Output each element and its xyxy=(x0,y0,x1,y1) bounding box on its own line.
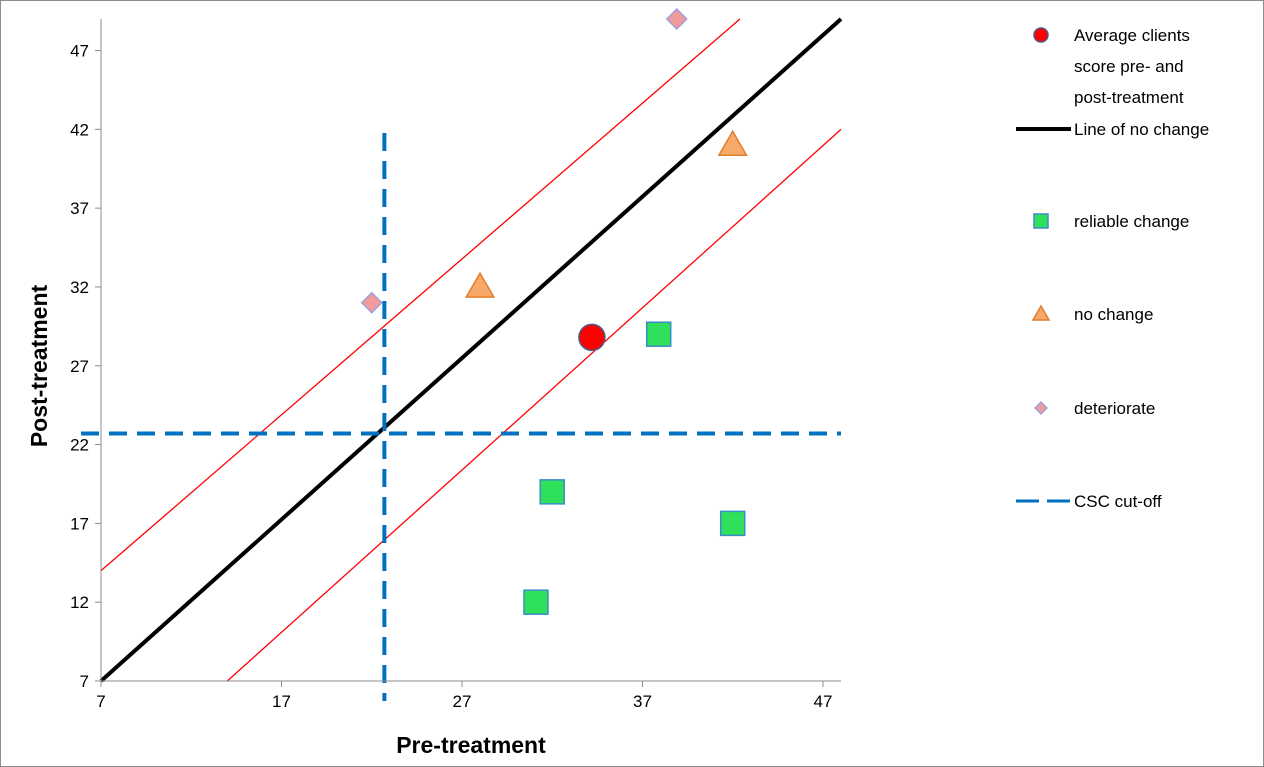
triangle-point xyxy=(464,271,496,298)
x-tick-label: 47 xyxy=(813,692,832,711)
data-points xyxy=(360,7,748,615)
reference-lines xyxy=(81,17,843,701)
x-axis-title: Pre-treatment xyxy=(396,732,546,758)
reliable-change-band-upper xyxy=(100,18,741,572)
y-tick-label: 22 xyxy=(70,436,89,455)
legend: Average clients score pre- and post-treatm… xyxy=(1016,26,1209,511)
square-point xyxy=(645,321,672,347)
legend-circle-swatch xyxy=(1033,27,1049,43)
reliable-change-band-lower xyxy=(226,128,842,682)
legend-label: CSC cut-off xyxy=(1074,492,1162,511)
triangle-point xyxy=(717,129,748,157)
x-tick-label: 27 xyxy=(453,692,472,711)
square-point xyxy=(719,510,746,537)
legend-label: reliable change xyxy=(1074,212,1189,231)
y-tick-label: 27 xyxy=(70,357,89,376)
circle-point xyxy=(578,323,606,352)
legend-label: Average clients xyxy=(1074,26,1190,45)
y-tick-label: 37 xyxy=(70,199,89,218)
y-tick-label: 12 xyxy=(70,593,89,612)
y-tick-label: 47 xyxy=(70,42,89,61)
square-point xyxy=(539,479,565,505)
x-tick-label: 17 xyxy=(272,692,291,711)
y-tick-label: 17 xyxy=(70,514,89,533)
x-ticks: 7 17 27 37 47 xyxy=(96,681,832,711)
y-tick-label: 7 xyxy=(80,672,89,691)
y-tick-label: 42 xyxy=(70,120,89,139)
x-tick-label: 37 xyxy=(633,692,652,711)
square-point xyxy=(523,589,549,615)
legend-label: Line of no change xyxy=(1074,120,1209,139)
line-of-no-change xyxy=(99,17,843,683)
legend-label: no change xyxy=(1074,305,1153,324)
legend-diamond-swatch xyxy=(1033,400,1049,416)
legend-label: deteriorate xyxy=(1074,399,1155,418)
x-tick-label: 7 xyxy=(96,692,105,711)
legend-label: score pre- and xyxy=(1074,57,1184,76)
diamond-point xyxy=(665,7,688,31)
legend-square-swatch xyxy=(1033,213,1049,229)
legend-label: post-treatment xyxy=(1074,88,1184,107)
diamond-point xyxy=(360,291,383,314)
legend-triangle-swatch xyxy=(1031,304,1051,321)
y-ticks: 7 12 17 22 27 32 37 42 47 xyxy=(70,42,101,691)
y-tick-label: 32 xyxy=(70,278,89,297)
y-axis-title: Post-treatment xyxy=(26,285,52,448)
